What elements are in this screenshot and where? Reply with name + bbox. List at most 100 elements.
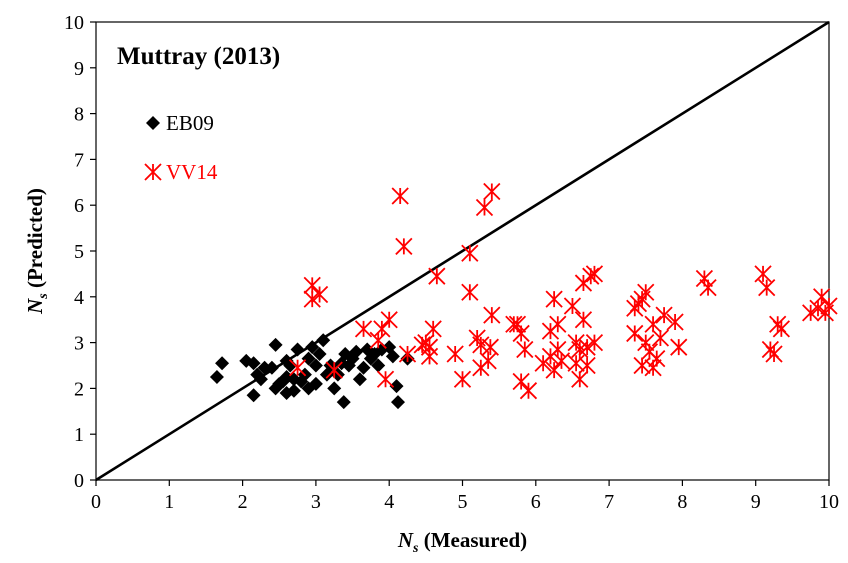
data-point-vv14: [545, 290, 563, 308]
y-tick-label: 4: [74, 287, 84, 309]
data-point-vv14: [453, 370, 472, 388]
x-tick-label: 9: [751, 491, 761, 513]
data-point-eb09: [215, 356, 230, 371]
data-point-eb09: [305, 340, 320, 355]
data-point-eb09: [356, 360, 371, 375]
data-point-vv14: [310, 285, 329, 304]
data-point-vv14: [578, 356, 596, 375]
data-point-eb09: [301, 351, 316, 366]
y-tick-label: 9: [74, 58, 84, 80]
x-tick-label: 3: [311, 491, 321, 513]
one-to-one-line: [95, 20, 830, 482]
x-tick-label: 4: [384, 491, 394, 513]
data-point-eb09: [371, 358, 386, 373]
x-tick-label: 7: [604, 491, 614, 513]
data-point-vv14: [461, 283, 479, 301]
data-point-vv14: [666, 313, 684, 331]
data-point-eb09: [257, 360, 272, 375]
data-point-vv14: [585, 333, 604, 352]
data-point-vv14: [574, 311, 593, 329]
data-point-eb09: [264, 360, 279, 375]
axis-titles: Ns (Measured)Ns (Predicted): [23, 188, 527, 556]
data-point-eb09: [283, 358, 298, 373]
series-vv14: [288, 182, 838, 400]
y-tick-label: 6: [74, 195, 84, 217]
data-point-vv14: [549, 340, 567, 359]
data-point-vv14: [519, 382, 538, 400]
data-point-vv14: [369, 331, 387, 349]
data-point-vv14: [699, 279, 717, 297]
data-point-eb09: [336, 395, 351, 410]
data-point-vv14: [303, 276, 321, 294]
data-point-eb09: [327, 381, 342, 396]
data-point-vv14: [545, 361, 563, 379]
data-point-vv14: [648, 349, 666, 368]
data-point-vv14: [813, 288, 831, 306]
data-point-vv14: [772, 320, 790, 338]
data-point-vv14: [391, 187, 409, 205]
data-point-vv14: [475, 198, 494, 217]
legend-item-eb09: EB09: [146, 111, 214, 135]
x-tick-label: 6: [531, 491, 541, 513]
legend-item-vv14: VV14: [144, 160, 218, 184]
data-point-eb09: [390, 395, 405, 410]
data-point-vv14: [655, 306, 673, 324]
legend-marker-asterisk: [144, 163, 162, 181]
data-point-eb09: [246, 356, 261, 371]
data-point-eb09: [349, 344, 364, 359]
data-point-vv14: [424, 320, 442, 338]
x-tick-label: 2: [238, 491, 248, 513]
y-tick-label: 3: [74, 333, 84, 355]
x-axis-title-variable: N: [397, 528, 414, 552]
data-point-vv14: [567, 354, 585, 372]
data-point-eb09: [312, 347, 327, 362]
data-point-vv14: [376, 370, 395, 388]
data-point-vv14: [626, 324, 644, 343]
data-point-eb09: [290, 342, 305, 357]
y-tick-label: 5: [74, 241, 84, 263]
data-point-vv14: [398, 345, 417, 363]
data-points: [209, 182, 838, 410]
x-tick-label: 10: [819, 491, 839, 513]
data-point-vv14: [288, 359, 307, 377]
data-point-vv14: [563, 297, 582, 315]
legend: EB09 VV14: [144, 111, 218, 184]
data-point-vv14: [481, 338, 499, 356]
data-point-eb09: [209, 369, 224, 384]
data-point-vv14: [549, 315, 567, 333]
data-point-eb09: [308, 358, 323, 373]
data-point-vv14: [428, 267, 446, 285]
y-tick-label: 0: [74, 470, 84, 492]
data-point-vv14: [420, 347, 439, 365]
data-point-eb09: [389, 379, 404, 394]
data-point-vv14: [552, 352, 571, 370]
y-tick-label: 10: [64, 12, 84, 34]
x-tick-label: 5: [458, 491, 468, 513]
data-point-vv14: [820, 297, 838, 315]
y-axis-title-subscript: s: [36, 293, 51, 300]
data-point-vv14: [325, 361, 343, 379]
data-point-eb09: [286, 383, 301, 398]
data-point-vv14: [637, 283, 655, 301]
data-point-eb09: [253, 372, 268, 387]
data-point-vv14: [380, 311, 398, 329]
data-point-eb09: [268, 337, 283, 352]
x-tick-label: 8: [677, 491, 687, 513]
axes: 0 1 2 3 4 5 6 7 8 9 10 0 1 2 3 4 5 6 7 8 9 10: [64, 12, 839, 513]
data-point-eb09: [308, 376, 323, 391]
data-point-eb09: [385, 349, 400, 364]
legend-label: VV14: [166, 160, 218, 184]
x-axis-title-subscript: s: [412, 541, 419, 556]
data-point-vv14: [354, 320, 373, 338]
data-point-vv14: [765, 345, 783, 363]
data-point-vv14: [585, 265, 604, 283]
y-axis-title-text: (Predicted): [23, 188, 47, 293]
y-tick-label: 1: [74, 424, 84, 446]
data-point-eb09: [246, 388, 261, 403]
x-tick-label: 1: [164, 491, 174, 513]
data-point-vv14: [373, 320, 391, 338]
data-point-vv14: [483, 306, 501, 324]
y-axis-title: Ns (Predicted): [23, 188, 51, 315]
x-tick-label: 0: [91, 491, 101, 513]
